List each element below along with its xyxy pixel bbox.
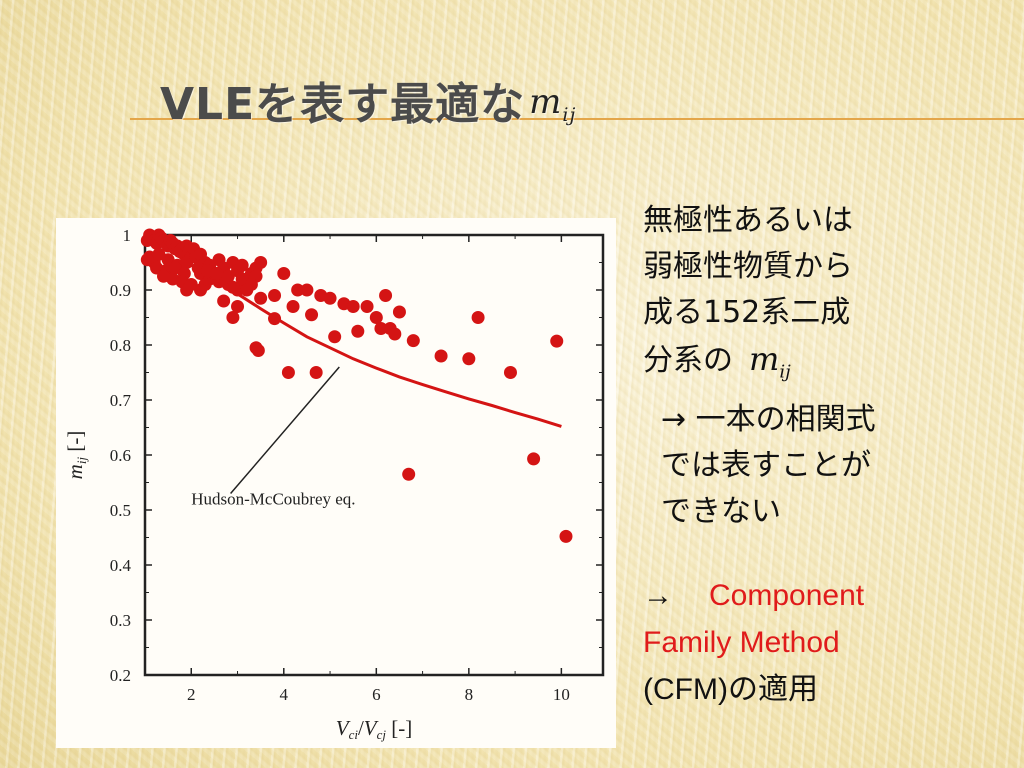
- y-tick-label: 0.6: [110, 446, 131, 465]
- data-point: [351, 324, 365, 338]
- y-axis-label: mij [-]: [63, 431, 89, 480]
- x-tick-label: 10: [553, 685, 570, 704]
- data-point: [360, 300, 374, 313]
- bullet-1-line-4: 分系の mij: [643, 340, 791, 383]
- data-point: [402, 467, 416, 481]
- y-tick-label: 0.2: [110, 666, 131, 685]
- cfm-text-1: Component: [709, 579, 865, 612]
- data-point: [392, 305, 406, 319]
- bullet-1-line-3: 成る152系二成: [643, 295, 851, 330]
- data-point: [217, 294, 231, 308]
- data-point: [305, 308, 319, 322]
- bullet-3: → Component Family Method (CFM)の適用: [643, 572, 973, 713]
- data-point: [210, 267, 224, 280]
- y-tick-label: 0.8: [110, 336, 131, 355]
- data-point: [374, 322, 388, 335]
- slide-title-text: VLEを表す最適な: [160, 79, 526, 130]
- arrow-icon: →: [643, 579, 673, 612]
- data-point: [379, 289, 393, 302]
- data-point: [527, 452, 541, 466]
- y-tick-label: 0.3: [110, 611, 131, 630]
- data-point: [434, 349, 448, 363]
- title-math-symbol: mij: [529, 82, 577, 126]
- y-tick-label: 0.7: [110, 391, 132, 410]
- annotation-label: Hudson-McCoubrey eq.: [191, 490, 355, 509]
- bullet-1-line-1: 無極性あるいは: [643, 203, 853, 238]
- data-point: [406, 334, 420, 348]
- bullet-2-line-1: → 一本の相関式: [661, 402, 876, 438]
- bullet-2-line-2: では表すことが: [661, 448, 871, 484]
- y-tick-label: 0.9: [110, 281, 131, 300]
- data-point: [281, 366, 295, 379]
- data-point: [323, 291, 337, 305]
- scatter-chart: 0.2 0.3 0.4 0.5 0.6 0.7 0.8 0.9 1 2 4 6 8 10 Vci/Vcj […: [63, 226, 605, 742]
- data-point: [309, 366, 323, 379]
- data-point: [254, 291, 268, 305]
- data-point: [157, 269, 171, 283]
- data-point: [503, 366, 517, 379]
- cfm-text-2: Family Method: [643, 626, 840, 659]
- data-point: [550, 334, 564, 348]
- data-point: [286, 300, 300, 313]
- data-point: [240, 283, 254, 297]
- data-point: [291, 283, 305, 297]
- x-tick-label: 2: [187, 685, 196, 704]
- data-point: [194, 283, 208, 297]
- data-point: [226, 280, 240, 294]
- data-point: [180, 283, 194, 297]
- data-point: [226, 311, 240, 324]
- y-tick-label: 0.5: [110, 501, 131, 520]
- data-point: [462, 352, 476, 366]
- bullet-2: → 一本の相関式 では表すことが できない: [661, 397, 1013, 535]
- data-point: [235, 258, 249, 272]
- x-tick-label: 4: [280, 685, 289, 704]
- data-point: [300, 283, 314, 297]
- data-point: [254, 256, 268, 269]
- x-tick-label: 6: [372, 685, 381, 704]
- slide-title: VLEを表す最適な mij: [160, 68, 577, 130]
- bullet-list: 無極性あるいは 弱極性物質から 成る152系二成 分系の mij → 一本の相関式…: [643, 198, 1013, 535]
- x-tick-label: 8: [465, 685, 474, 704]
- y-tick-label: 0.4: [110, 556, 132, 575]
- data-point: [346, 300, 360, 313]
- data-point: [559, 529, 573, 543]
- y-tick-label: 1: [123, 226, 132, 245]
- chart-panel: 0.2 0.3 0.4 0.5 0.6 0.7 0.8 0.9 1 2 4 6 8 10 Vci/Vcj […: [56, 218, 616, 748]
- bullet-3-line-1: → Component: [643, 572, 973, 619]
- bullet-1-line-2: 弱極性物質から: [643, 249, 853, 284]
- data-point: [388, 327, 402, 341]
- data-point: [328, 330, 342, 344]
- data-point: [140, 253, 154, 267]
- cfm-apply-text: の適用: [727, 673, 818, 706]
- annotation-pointer: [230, 366, 340, 494]
- bullet-1-math-symbol: mij: [749, 340, 791, 383]
- x-axis-label: Vci/Vcj [-]: [336, 716, 413, 742]
- data-point: [369, 311, 383, 324]
- data-point: [471, 311, 485, 324]
- data-point: [268, 289, 282, 302]
- title-underline: [130, 118, 1024, 120]
- bullet-3-line-3: (CFM)の適用: [643, 666, 973, 713]
- data-point: [251, 344, 265, 357]
- data-point: [268, 312, 282, 326]
- bullet-1: 無極性あるいは 弱極性物質から 成る152系二成 分系の mij: [643, 198, 1013, 395]
- cfm-abbrev: (CFM): [643, 673, 728, 706]
- data-point: [231, 300, 245, 313]
- data-point: [277, 267, 291, 280]
- bullet-2-line-3: できない: [661, 494, 781, 530]
